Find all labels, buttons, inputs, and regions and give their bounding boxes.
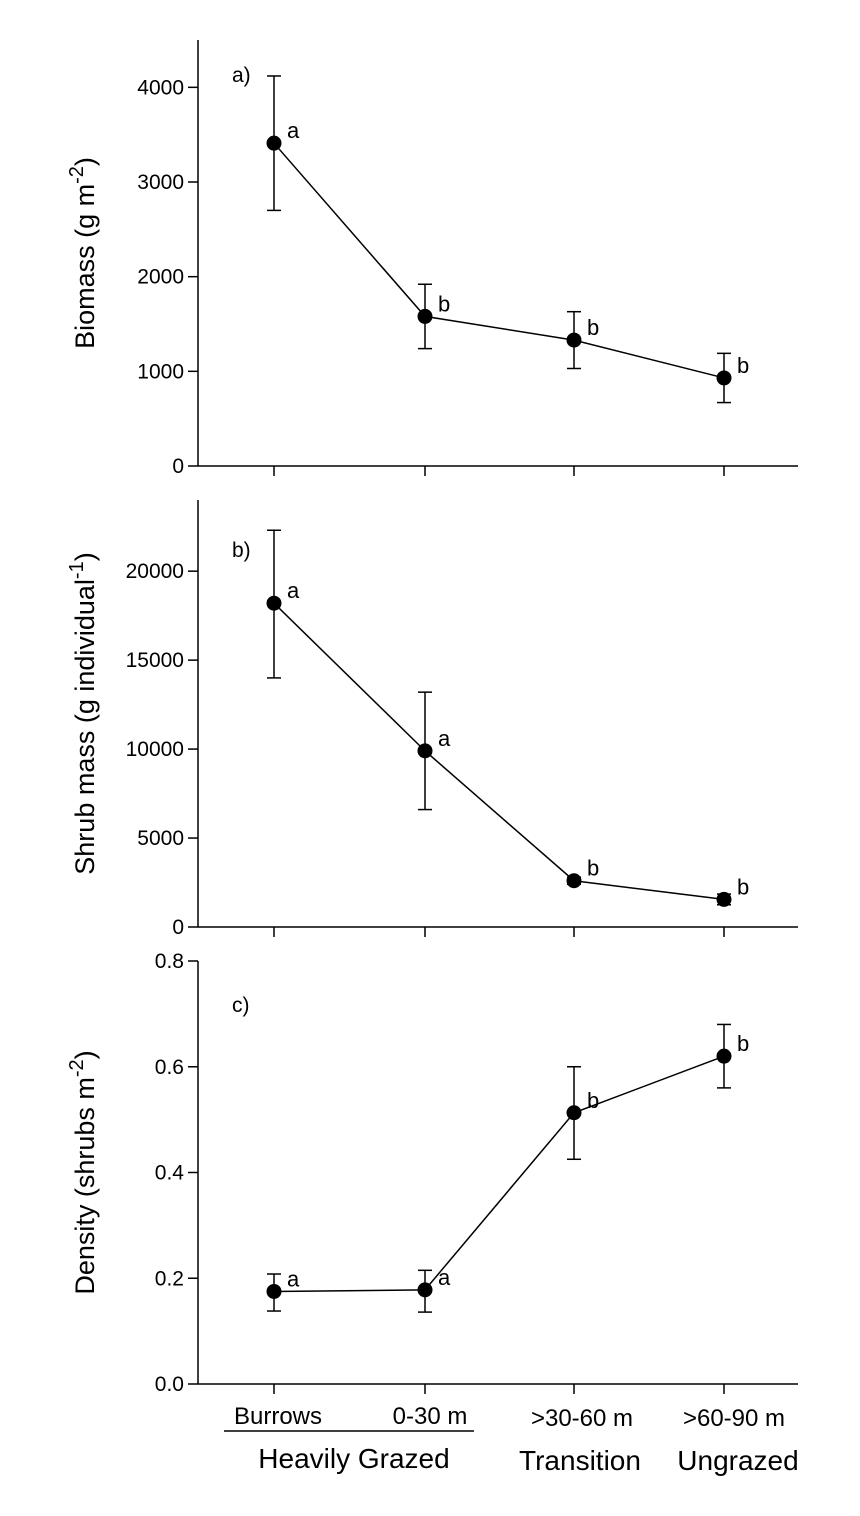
y-axis-title-close: ) [70, 552, 100, 561]
significance-letter: b [737, 874, 749, 899]
series-line [273, 142, 725, 379]
significance-letter: a [438, 1265, 451, 1290]
y-tick-label: 0.6 [155, 1056, 184, 1079]
significance-letter: a [287, 1266, 300, 1291]
panel-label: a) [232, 64, 251, 87]
data-point [266, 135, 282, 151]
category-label-30-60m: >30-60 m [531, 1405, 633, 1432]
x-axis-labels: Burrows 0-30 m >30-60 m >60-90 m Heavily… [224, 1403, 799, 1476]
y-tick-label: 0 [172, 455, 184, 478]
panel-1: 0 1000 2000 3000 4000 Biomass (g m-2) a) a b b b [66, 40, 798, 478]
y-axis-title-close: ) [70, 1050, 100, 1059]
significance-letter: b [737, 1031, 749, 1056]
y-axis-title-base: Biomass (g m [70, 184, 100, 349]
panel-3: 0.0 0.2 0.4 0.6 0.8 Density (shrubs m-2) c) a a b… [66, 950, 798, 1396]
y-tick-label: 15000 [126, 649, 184, 672]
y-tick-label: 0.2 [155, 1267, 184, 1290]
significance-letter: b [587, 1088, 599, 1113]
data-point [417, 308, 433, 324]
category-label-burrows: Burrows [234, 1403, 322, 1430]
significance-letter: a [438, 726, 451, 751]
y-tick-label: 4000 [137, 76, 184, 99]
significance-letter: b [438, 291, 450, 316]
data-point [716, 891, 732, 907]
data-point [266, 595, 282, 611]
panel-label: b) [232, 539, 251, 562]
data-point [417, 743, 433, 759]
y-tick-label: 10000 [126, 738, 184, 761]
y-tick-label: 0 [172, 916, 184, 939]
y-tick-label: 2000 [137, 266, 184, 289]
group-label-transition: Transition [519, 1445, 641, 1476]
y-tick-label: 20000 [126, 560, 184, 583]
y-axis-title-base: Density (shrubs m [70, 1077, 100, 1295]
data-point [716, 1048, 732, 1064]
group-label-heavily-grazed: Heavily Grazed [258, 1443, 449, 1474]
data-point [716, 370, 732, 386]
category-label-60-90m: >60-90 m [683, 1405, 785, 1432]
y-axis-title-exponent: -1 [66, 561, 88, 579]
data-point [417, 1282, 433, 1298]
y-axis-title-exponent: -2 [66, 166, 88, 184]
data-point [566, 1105, 582, 1121]
panel-label: c) [232, 994, 250, 1017]
significance-letter: b [737, 353, 749, 378]
y-axis-title: Density (shrubs m-2) [66, 1050, 100, 1294]
data-point [566, 332, 582, 348]
y-axis-title-exponent: -2 [66, 1059, 88, 1077]
y-axis-title-base: Shrub mass (g individual [70, 579, 100, 875]
y-tick-label: 0.8 [155, 950, 184, 973]
y-tick-label: 3000 [137, 171, 184, 194]
y-axis-title-close: ) [70, 157, 100, 166]
y-axis-title: Biomass (g m-2) [66, 157, 100, 349]
panel-2: 0 5000 10000 15000 20000 Shrub mass (g indivi… [66, 500, 798, 939]
category-label-0-30m: 0-30 m [393, 1403, 468, 1430]
y-tick-label: 0.0 [155, 1373, 184, 1396]
significance-letter: a [287, 118, 300, 143]
group-label-ungrazed: Ungrazed [677, 1445, 798, 1476]
series-line [273, 1055, 725, 1293]
y-axis-title: Shrub mass (g individual-1) [66, 552, 100, 874]
significance-letter: a [287, 578, 300, 603]
data-point [566, 873, 582, 889]
data-point [266, 1283, 282, 1299]
y-tick-label: 5000 [137, 827, 184, 850]
significance-letter: b [587, 856, 599, 881]
y-tick-label: 0.4 [155, 1162, 185, 1185]
significance-letter: b [587, 315, 599, 340]
series-line [273, 602, 725, 901]
y-tick-label: 1000 [137, 360, 184, 383]
